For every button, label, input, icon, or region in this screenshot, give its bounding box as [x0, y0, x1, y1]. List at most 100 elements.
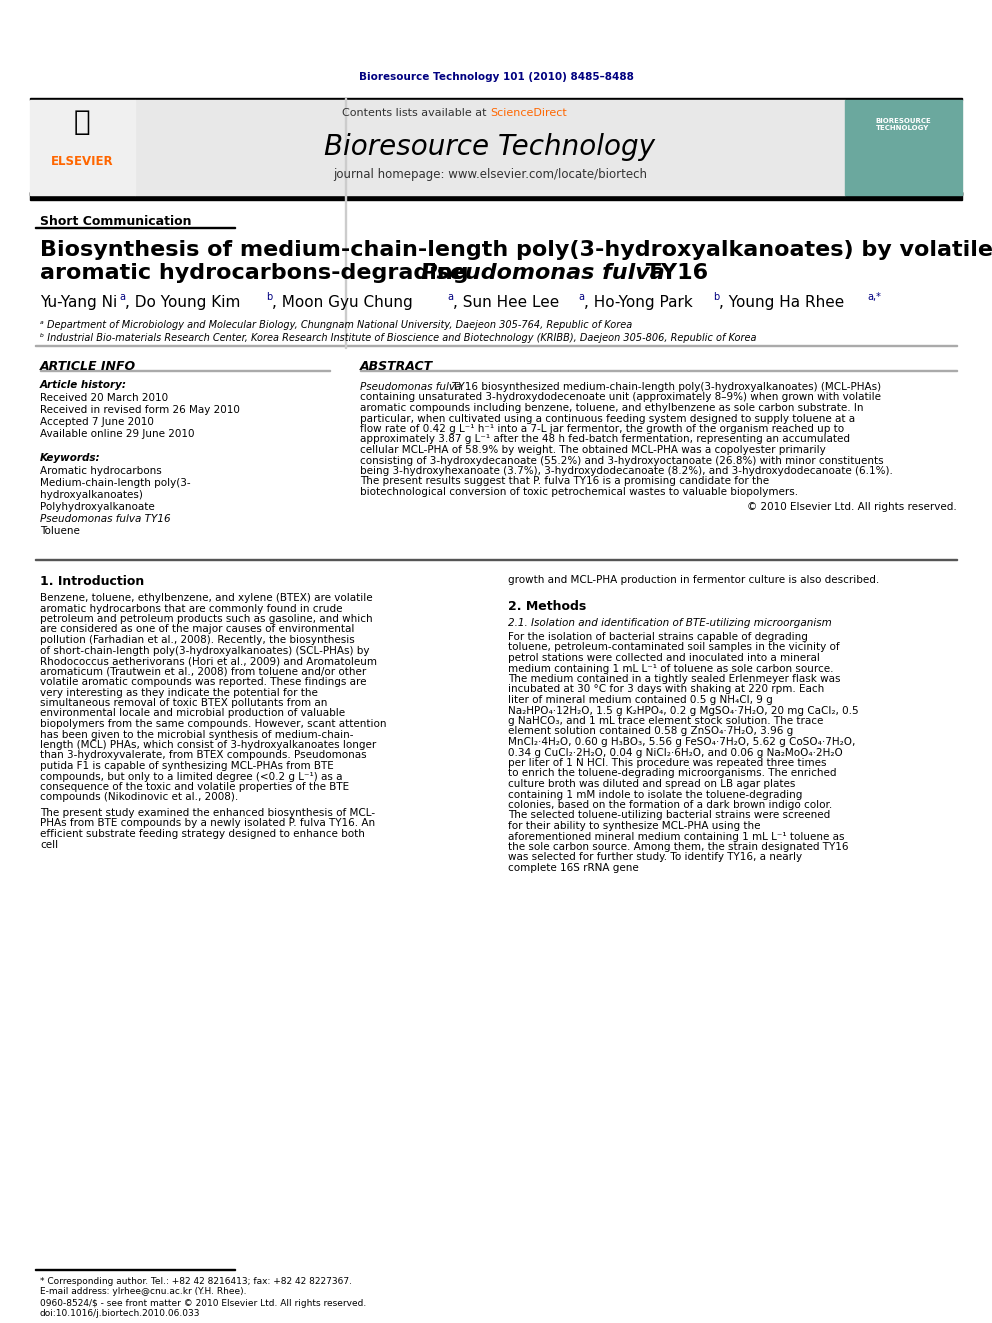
- Text: Available online 29 June 2010: Available online 29 June 2010: [40, 429, 194, 439]
- Text: aromaticum (Trautwein et al., 2008) from toluene and/or other: aromaticum (Trautwein et al., 2008) from…: [40, 667, 366, 676]
- Text: journal homepage: www.elsevier.com/locate/biortech: journal homepage: www.elsevier.com/locat…: [333, 168, 647, 181]
- Text: for their ability to synthesize MCL-PHA using the: for their ability to synthesize MCL-PHA …: [508, 822, 761, 831]
- Text: element solution contained 0.58 g ZnSO₄·7H₂O, 3.96 g: element solution contained 0.58 g ZnSO₄·…: [508, 726, 794, 737]
- Text: Biosynthesis of medium-chain-length poly(3-hydroxyalkanoates) by volatile: Biosynthesis of medium-chain-length poly…: [40, 239, 992, 261]
- Text: biotechnological conversion of toxic petrochemical wastes to valuable biopolymer: biotechnological conversion of toxic pet…: [360, 487, 799, 497]
- Text: Short Communication: Short Communication: [40, 216, 191, 228]
- Text: being 3-hydroxyhexanoate (3.7%), 3-hydroxydodecanoate (8.2%), and 3-hydroxydodec: being 3-hydroxyhexanoate (3.7%), 3-hydro…: [360, 466, 893, 476]
- Text: particular, when cultivated using a continuous feeding system designed to supply: particular, when cultivated using a cont…: [360, 414, 855, 423]
- Text: consequence of the toxic and volatile properties of the BTE: consequence of the toxic and volatile pr…: [40, 782, 349, 792]
- Text: approximately 3.87 g L⁻¹ after the 48 h fed-batch fermentation, representing an : approximately 3.87 g L⁻¹ after the 48 h …: [360, 434, 850, 445]
- Text: BIORESOURCE
TECHNOLOGY: BIORESOURCE TECHNOLOGY: [875, 118, 930, 131]
- Text: 0.34 g CuCl₂·2H₂O, 0.04 g NiCl₂·6H₂O, and 0.06 g Na₂MoO₄·2H₂O: 0.34 g CuCl₂·2H₂O, 0.04 g NiCl₂·6H₂O, an…: [508, 747, 843, 758]
- Text: MnCl₂·4H₂O, 0.60 g H₃BO₃, 5.56 g FeSO₄·7H₂O, 5.62 g CoSO₄·7H₂O,: MnCl₂·4H₂O, 0.60 g H₃BO₃, 5.56 g FeSO₄·7…: [508, 737, 855, 747]
- Text: volatile aromatic compounds was reported. These findings are: volatile aromatic compounds was reported…: [40, 677, 366, 687]
- Text: Article history:: Article history:: [40, 380, 127, 390]
- Text: are considered as one of the major causes of environmental: are considered as one of the major cause…: [40, 624, 354, 635]
- Text: has been given to the microbial synthesis of medium-chain-: has been given to the microbial synthesi…: [40, 729, 353, 740]
- Text: The present study examined the enhanced biosynthesis of MCL-: The present study examined the enhanced …: [40, 808, 375, 818]
- Text: a: a: [578, 292, 584, 302]
- Text: Na₂HPO₄·12H₂O, 1.5 g K₂HPO₄, 0.2 g MgSO₄·7H₂O, 20 mg CaCl₂, 0.5: Na₂HPO₄·12H₂O, 1.5 g K₂HPO₄, 0.2 g MgSO₄…: [508, 705, 859, 716]
- Text: b: b: [713, 292, 719, 302]
- Text: 2. Methods: 2. Methods: [508, 601, 586, 613]
- Text: ScienceDirect: ScienceDirect: [490, 108, 566, 118]
- Text: doi:10.1016/j.biortech.2010.06.033: doi:10.1016/j.biortech.2010.06.033: [40, 1308, 200, 1318]
- Text: efficient substrate feeding strategy designed to enhance both: efficient substrate feeding strategy des…: [40, 830, 365, 839]
- Text: Contents lists available at: Contents lists available at: [342, 108, 490, 118]
- Text: 2.1. Isolation and identification of BTE-utilizing microorganism: 2.1. Isolation and identification of BTE…: [508, 618, 831, 628]
- Text: toluene, petroleum-contaminated soil samples in the vicinity of: toluene, petroleum-contaminated soil sam…: [508, 643, 839, 652]
- Text: pollution (Farhadian et al., 2008). Recently, the biosynthesis: pollution (Farhadian et al., 2008). Rece…: [40, 635, 355, 646]
- Text: * Corresponding author. Tel.: +82 42 8216413; fax: +82 42 8227367.: * Corresponding author. Tel.: +82 42 821…: [40, 1277, 352, 1286]
- Text: Pseudomonas fulva: Pseudomonas fulva: [360, 382, 461, 392]
- Text: flow rate of 0.42 g L⁻¹ h⁻¹ into a 7-L jar fermentor, the growth of the organism: flow rate of 0.42 g L⁻¹ h⁻¹ into a 7-L j…: [360, 423, 844, 434]
- Text: PHAs from BTE compounds by a newly isolated P. fulva TY16. An: PHAs from BTE compounds by a newly isola…: [40, 819, 375, 828]
- Text: ABSTRACT: ABSTRACT: [360, 360, 434, 373]
- Text: , Moon Gyu Chung: , Moon Gyu Chung: [272, 295, 413, 310]
- Text: TY16: TY16: [638, 263, 708, 283]
- Text: per liter of 1 N HCl. This procedure was repeated three times: per liter of 1 N HCl. This procedure was…: [508, 758, 826, 767]
- Text: 1. Introduction: 1. Introduction: [40, 576, 144, 587]
- Text: a,*: a,*: [867, 292, 881, 302]
- Text: Accepted 7 June 2010: Accepted 7 June 2010: [40, 417, 154, 427]
- Text: Pseudomonas fulva: Pseudomonas fulva: [421, 263, 665, 283]
- Text: , Ho-Yong Park: , Ho-Yong Park: [584, 295, 692, 310]
- Bar: [30, 192, 962, 194]
- Text: simultaneous removal of toxic BTEX pollutants from an: simultaneous removal of toxic BTEX pollu…: [40, 699, 327, 708]
- Text: Rhodococcus aetherivorans (Hori et al., 2009) and Aromatoleum: Rhodococcus aetherivorans (Hori et al., …: [40, 656, 377, 665]
- Text: Yu-Yang Ni: Yu-Yang Ni: [40, 295, 117, 310]
- Text: was selected for further study. To identify TY16, a nearly: was selected for further study. To ident…: [508, 852, 803, 863]
- Text: containing unsaturated 3-hydroxydodecenoate unit (approximately 8–9%) when grown: containing unsaturated 3-hydroxydodeceno…: [360, 393, 881, 402]
- Text: Received in revised form 26 May 2010: Received in revised form 26 May 2010: [40, 405, 240, 415]
- Text: aforementioned mineral medium containing 1 mL L⁻¹ toluene as: aforementioned mineral medium containing…: [508, 831, 844, 841]
- Text: a: a: [447, 292, 453, 302]
- Text: growth and MCL-PHA production in fermentor culture is also described.: growth and MCL-PHA production in ferment…: [508, 576, 879, 585]
- Text: putida F1 is capable of synthesizing MCL-PHAs from BTE: putida F1 is capable of synthesizing MCL…: [40, 761, 333, 771]
- Text: 🌳: 🌳: [73, 108, 90, 136]
- Text: colonies, based on the formation of a dark brown indigo color.: colonies, based on the formation of a da…: [508, 800, 832, 810]
- Bar: [30, 101, 135, 194]
- Text: cellular MCL-PHA of 58.9% by weight. The obtained MCL-PHA was a copolyester prim: cellular MCL-PHA of 58.9% by weight. The…: [360, 445, 825, 455]
- Text: For the isolation of bacterial strains capable of degrading: For the isolation of bacterial strains c…: [508, 632, 807, 642]
- Text: complete 16S rRNA gene: complete 16S rRNA gene: [508, 863, 639, 873]
- Text: very interesting as they indicate the potential for the: very interesting as they indicate the po…: [40, 688, 317, 697]
- Text: culture broth was diluted and spread on LB agar plates: culture broth was diluted and spread on …: [508, 779, 796, 789]
- Text: Bioresource Technology 101 (2010) 8485–8488: Bioresource Technology 101 (2010) 8485–8…: [358, 71, 634, 82]
- Text: ELSEVIER: ELSEVIER: [51, 155, 113, 168]
- Text: b: b: [266, 292, 272, 302]
- Bar: [35, 226, 235, 228]
- Text: environmental locale and microbial production of valuable: environmental locale and microbial produ…: [40, 709, 345, 718]
- Text: liter of mineral medium contained 0.5 g NH₄Cl, 9 g: liter of mineral medium contained 0.5 g …: [508, 695, 773, 705]
- Bar: [30, 192, 962, 200]
- Text: © 2010 Elsevier Ltd. All rights reserved.: © 2010 Elsevier Ltd. All rights reserved…: [747, 503, 957, 512]
- Text: The selected toluene-utilizing bacterial strains were screened: The selected toluene-utilizing bacterial…: [508, 811, 830, 820]
- Text: , Sun Hee Lee: , Sun Hee Lee: [453, 295, 559, 310]
- Bar: [30, 98, 962, 101]
- Text: a: a: [119, 292, 125, 302]
- Bar: [845, 101, 962, 194]
- Text: the sole carbon source. Among them, the strain designated TY16: the sole carbon source. Among them, the …: [508, 841, 848, 852]
- Text: g NaHCO₃, and 1 mL trace element stock solution. The trace: g NaHCO₃, and 1 mL trace element stock s…: [508, 716, 823, 726]
- Text: ᵇ Industrial Bio-materials Research Center, Korea Research Institute of Bioscien: ᵇ Industrial Bio-materials Research Cent…: [40, 333, 757, 343]
- Text: ᵃ Department of Microbiology and Molecular Biology, Chungnam National University: ᵃ Department of Microbiology and Molecul…: [40, 320, 632, 329]
- Text: The present results suggest that P. fulva TY16 is a promising candidate for the: The present results suggest that P. fulv…: [360, 476, 769, 487]
- Text: biopolymers from the same compounds. However, scant attention: biopolymers from the same compounds. How…: [40, 718, 387, 729]
- Text: , Young Ha Rhee: , Young Ha Rhee: [719, 295, 844, 310]
- Text: aromatic compounds including benzene, toluene, and ethylbenzene as sole carbon s: aromatic compounds including benzene, to…: [360, 404, 863, 413]
- Text: E-mail address: ylrhee@cnu.ac.kr (Y.H. Rhee).: E-mail address: ylrhee@cnu.ac.kr (Y.H. R…: [40, 1287, 246, 1297]
- Text: medium containing 1 mL L⁻¹ of toluene as sole carbon source.: medium containing 1 mL L⁻¹ of toluene as…: [508, 664, 833, 673]
- Text: Toluene: Toluene: [40, 527, 80, 536]
- Text: cell: cell: [40, 840, 59, 849]
- Text: TY16 biosynthesized medium-chain-length poly(3-hydroxyalkanoates) (MCL-PHAs): TY16 biosynthesized medium-chain-length …: [449, 382, 881, 392]
- Text: hydroxyalkanoates): hydroxyalkanoates): [40, 490, 143, 500]
- Text: to enrich the toluene-degrading microorganisms. The enriched: to enrich the toluene-degrading microorg…: [508, 769, 836, 778]
- Text: Aromatic hydrocarbons: Aromatic hydrocarbons: [40, 466, 162, 476]
- Text: 0960-8524/$ - see front matter © 2010 Elsevier Ltd. All rights reserved.: 0960-8524/$ - see front matter © 2010 El…: [40, 1299, 366, 1308]
- Text: The medium contained in a tightly sealed Erlenmeyer flask was: The medium contained in a tightly sealed…: [508, 673, 840, 684]
- Text: Pseudomonas fulva TY16: Pseudomonas fulva TY16: [40, 515, 171, 524]
- Text: length (MCL) PHAs, which consist of 3-hydroxyalkanoates longer: length (MCL) PHAs, which consist of 3-hy…: [40, 740, 376, 750]
- Text: consisting of 3-hydroxydecanoate (55.2%) and 3-hydroxyoctanoate (26.8%) with min: consisting of 3-hydroxydecanoate (55.2%)…: [360, 455, 884, 466]
- Text: Keywords:: Keywords:: [40, 452, 100, 463]
- Text: Polyhydroxyalkanoate: Polyhydroxyalkanoate: [40, 501, 155, 512]
- Text: petrol stations were collected and inoculated into a mineral: petrol stations were collected and inocu…: [508, 654, 819, 663]
